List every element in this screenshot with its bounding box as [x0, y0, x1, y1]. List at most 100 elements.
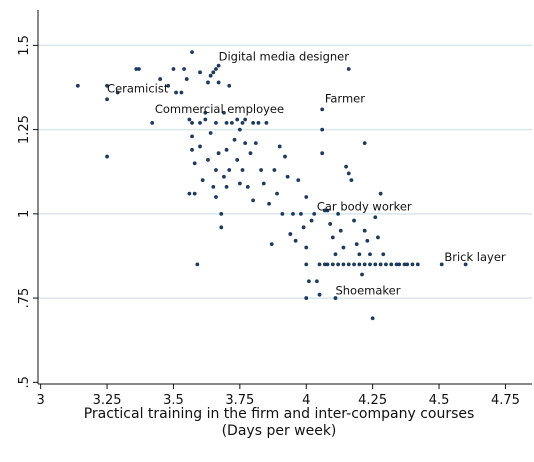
data-point — [333, 296, 338, 300]
data-point — [362, 141, 367, 145]
annotations: Digital media designer Ceramicist Commerci… — [107, 50, 506, 298]
data-point — [198, 70, 202, 75]
data-point — [105, 97, 109, 102]
data-point — [222, 110, 226, 115]
data-point — [200, 178, 205, 183]
data-point — [216, 151, 221, 156]
data-point — [293, 238, 298, 243]
annotation-label: Shoemaker — [335, 284, 400, 298]
data-point — [463, 262, 468, 267]
data-point — [75, 83, 80, 88]
data-point — [190, 147, 194, 152]
data-point — [381, 252, 386, 257]
data-point — [237, 127, 242, 132]
data-point — [166, 83, 171, 88]
data-point — [330, 235, 335, 240]
data-point — [346, 171, 351, 176]
data-point — [269, 242, 274, 247]
data-point — [378, 262, 383, 267]
data-point — [304, 195, 309, 199]
data-point — [198, 120, 202, 125]
data-point — [243, 117, 248, 122]
data-point — [322, 262, 327, 267]
data-point — [206, 80, 210, 85]
data-point — [261, 181, 266, 186]
data-point — [219, 225, 224, 230]
data-point — [190, 120, 194, 125]
data-point — [320, 107, 325, 112]
data-point — [105, 154, 109, 159]
data-point — [245, 184, 250, 189]
data-point — [333, 252, 338, 257]
data-point — [317, 292, 322, 297]
data-point — [309, 218, 314, 223]
x-axis-title: Practical training in the firm and inter… — [84, 406, 475, 422]
data-point — [291, 211, 295, 216]
data-point — [397, 262, 402, 267]
x-tick-label: 3.75 — [225, 393, 254, 408]
data-points — [75, 50, 468, 321]
data-point — [224, 184, 229, 189]
data-point — [307, 279, 311, 284]
data-point — [357, 262, 362, 267]
data-point — [314, 279, 319, 284]
data-point — [224, 120, 229, 125]
x-tick-label: 3.25 — [93, 393, 122, 408]
annotation-label: Brick layer — [444, 250, 506, 264]
data-point — [328, 222, 333, 226]
data-point — [346, 262, 351, 267]
data-point — [224, 147, 229, 152]
x-tick-label: 4.75 — [491, 393, 520, 408]
data-point — [229, 120, 234, 125]
data-point — [243, 141, 248, 145]
data-point — [208, 131, 213, 135]
data-point — [171, 67, 176, 71]
data-point — [227, 83, 232, 88]
data-point — [214, 67, 218, 71]
gridlines — [38, 44, 532, 299]
data-point — [208, 73, 213, 78]
data-point — [214, 195, 218, 199]
data-point — [227, 168, 232, 172]
data-point — [338, 228, 343, 233]
data-point — [216, 63, 221, 68]
data-point — [410, 262, 415, 267]
y-tick-label: .5 — [17, 376, 32, 388]
data-point — [365, 238, 370, 243]
data-point — [251, 198, 256, 203]
data-point — [232, 137, 237, 142]
data-point — [354, 242, 359, 247]
data-point — [235, 117, 240, 122]
data-point — [267, 201, 271, 206]
data-point — [320, 151, 325, 156]
data-point — [203, 110, 208, 115]
data-point — [251, 120, 256, 125]
x-tick-label: 3 — [37, 393, 45, 408]
data-point — [304, 262, 309, 267]
y-tick-label: 1.25 — [17, 115, 32, 144]
data-point — [325, 208, 330, 213]
data-point — [415, 262, 420, 267]
data-point — [376, 235, 380, 240]
data-point — [211, 184, 216, 189]
data-point — [137, 67, 141, 71]
x-tick-label: 4 — [302, 393, 310, 408]
y-tick-label: 1 — [17, 210, 32, 218]
data-point — [304, 245, 309, 250]
data-point — [195, 262, 200, 267]
data-point — [304, 296, 309, 300]
annotation-label: Farmer — [325, 92, 365, 106]
data-point — [248, 151, 253, 156]
data-point — [214, 120, 218, 125]
data-point — [394, 262, 399, 267]
data-point — [256, 120, 261, 125]
data-point — [272, 168, 277, 172]
data-point — [384, 262, 388, 267]
data-point — [187, 117, 192, 122]
data-point — [373, 215, 378, 220]
data-point — [362, 228, 367, 233]
data-point — [352, 218, 356, 223]
axes: 3 3.25 3.5 3.75 4 4.25 4.5 4.75 .5 .75 1 1.25 1.5 — [17, 10, 532, 408]
data-point — [174, 90, 179, 95]
